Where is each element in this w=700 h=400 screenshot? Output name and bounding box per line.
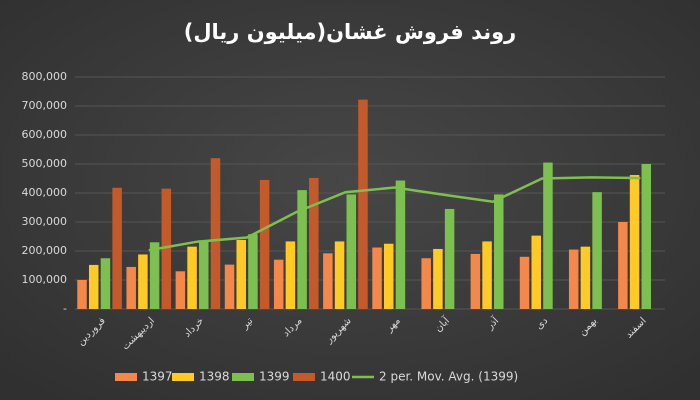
- bar: [395, 180, 406, 309]
- bar: [444, 208, 455, 309]
- bar: [358, 99, 368, 310]
- bar: [88, 264, 99, 309]
- bar: [100, 258, 111, 309]
- bar: [592, 192, 602, 309]
- bar: [618, 222, 628, 309]
- bar: [138, 254, 148, 309]
- legend-label: 1397: [142, 370, 173, 384]
- bar: [175, 271, 186, 309]
- bar: [629, 175, 640, 309]
- bar: [482, 241, 492, 309]
- bar: [519, 256, 530, 309]
- bar: [149, 242, 160, 309]
- bar: [494, 194, 504, 309]
- bar: [421, 258, 431, 309]
- bar: [285, 241, 296, 309]
- bar: [248, 234, 258, 309]
- line: [148, 176, 641, 252]
- legend-label: 1399: [259, 370, 290, 384]
- y-tick-label: 500,000: [22, 157, 68, 170]
- bar: [346, 194, 357, 309]
- legend-swatch: [115, 373, 137, 381]
- legend-swatch: [172, 373, 194, 381]
- bar: [210, 158, 221, 309]
- bar: [187, 246, 197, 309]
- bar: [224, 264, 235, 309]
- bar: [297, 190, 307, 309]
- y-tick-label: 700,000: [22, 99, 68, 112]
- bar: [161, 188, 172, 309]
- bar: [199, 240, 209, 309]
- y-tick-label: 200,000: [22, 244, 68, 257]
- y-tick-label: 100,000: [22, 273, 68, 286]
- bar: [259, 179, 270, 309]
- bar: [309, 177, 319, 309]
- bar: [273, 259, 284, 309]
- y-tick-label: -: [63, 302, 67, 315]
- bar: [323, 253, 333, 309]
- chart-title: روند فروش غشان(میلیون ریال): [184, 20, 517, 44]
- bar: [334, 241, 345, 309]
- y-tick-label: 300,000: [22, 215, 68, 228]
- legend-label: 1400: [320, 370, 351, 384]
- bar: [531, 235, 541, 309]
- y-tick-label: 800,000: [22, 70, 68, 83]
- bar: [543, 162, 553, 309]
- y-tick-label: 400,000: [22, 186, 68, 199]
- y-tick-label: 600,000: [22, 128, 68, 141]
- bar: [372, 247, 382, 309]
- bar: [568, 249, 579, 309]
- bar: [77, 280, 87, 309]
- bar: [433, 248, 443, 309]
- bar: [112, 187, 122, 309]
- legend-label: 2 per. Mov. Avg. (1399): [379, 370, 518, 384]
- bar: [641, 164, 652, 309]
- legend-label: 1398: [199, 370, 230, 384]
- bar: [236, 239, 246, 309]
- bar: [126, 266, 136, 309]
- legend-swatch: [232, 373, 254, 381]
- bar: [580, 246, 591, 309]
- legend-swatch: [293, 373, 315, 381]
- bar: [470, 253, 481, 309]
- bar: [383, 243, 394, 309]
